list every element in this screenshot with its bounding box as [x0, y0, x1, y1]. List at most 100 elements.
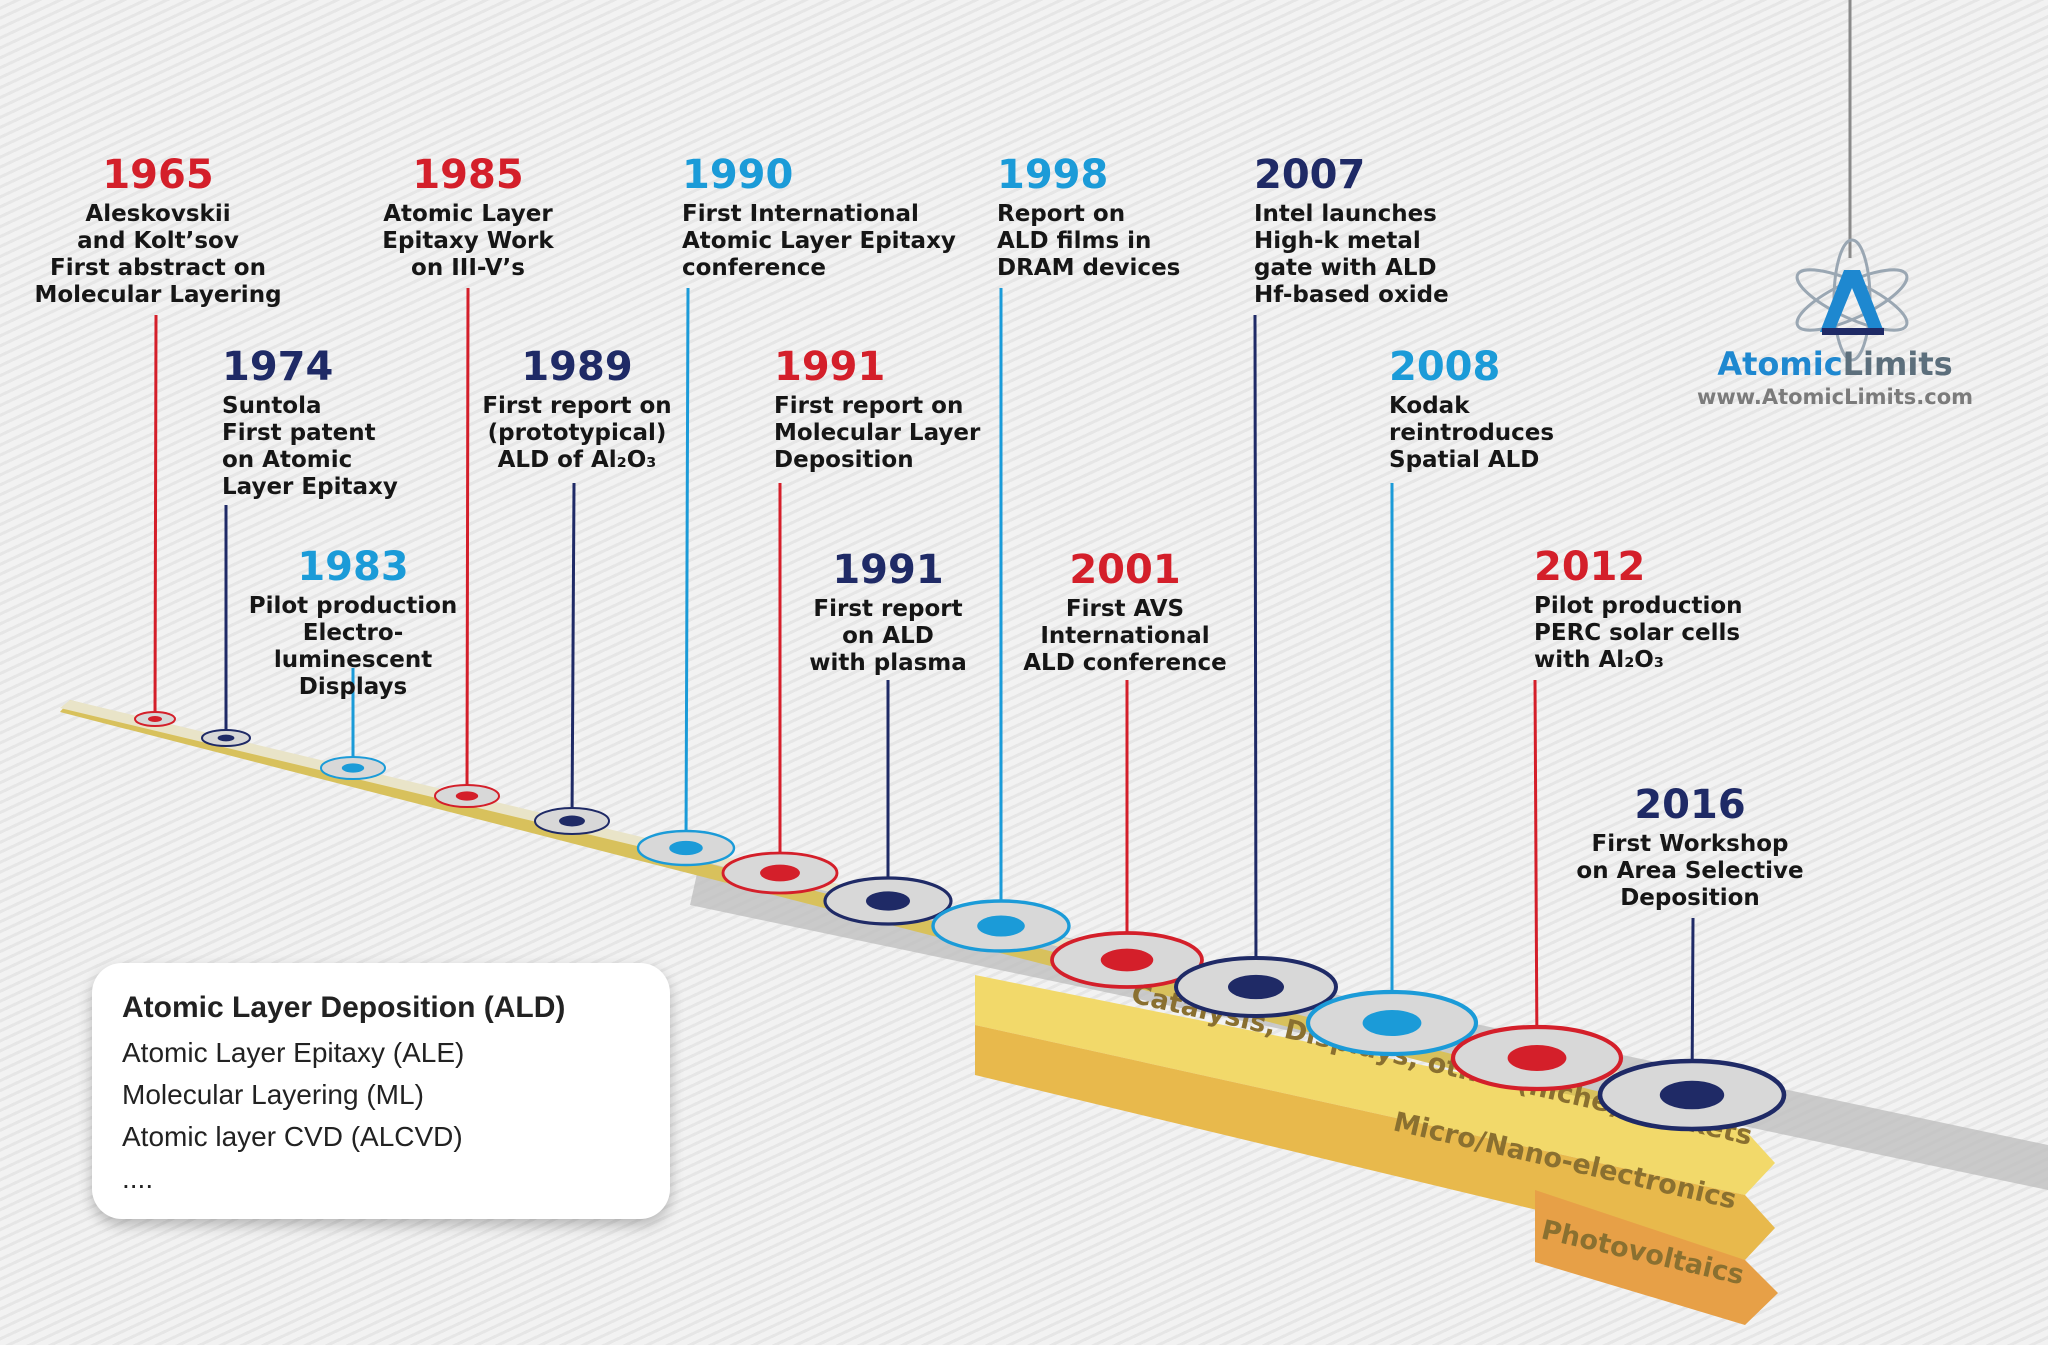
event-description-line: First patent [222, 420, 376, 446]
timeline-marker-1990 [636, 829, 736, 867]
event-year: 1991 [832, 547, 943, 593]
marker-dot [669, 840, 703, 856]
event-description-line: First abstract on [50, 255, 266, 281]
event-description-line: ALD of Al₂O₃ [498, 447, 657, 473]
timeline-marker-1991 [721, 851, 839, 895]
logo-name-part2: Limits [1842, 345, 1953, 383]
ald-legend-box: Atomic Layer Deposition (ALD) Atomic Lay… [92, 963, 670, 1219]
atomic-limits-logo: AtomicLimits www.AtomicLimits.com [1640, 250, 2030, 430]
event-year: 2012 [1534, 544, 1645, 590]
event-description-line: on III-V’s [411, 255, 525, 281]
timeline-marker-1991 [823, 876, 953, 926]
event-description-line: Deposition [1620, 885, 1760, 911]
event-description-line: with Al₂O₃ [1534, 647, 1664, 673]
legend-item: Molecular Layering (ML) [122, 1079, 424, 1110]
event-year: 1985 [412, 152, 523, 198]
event-description-line: Atomic Layer Epitaxy [682, 228, 956, 254]
event-description-line: Hf-based oxide [1254, 282, 1449, 308]
marker-dot [1507, 1044, 1567, 1072]
event-description-line: ALD conference [1023, 650, 1227, 676]
event-description-line: Layer Epitaxy [222, 474, 398, 500]
event-description-line: with plasma [809, 650, 967, 676]
event-description-line: Kodak [1389, 393, 1470, 419]
timeline-stem-1989 [570, 482, 576, 822]
event-description-line: on Area Selective [1576, 858, 1803, 884]
event-description-line: Report on [997, 201, 1125, 227]
marker-dot [977, 915, 1025, 937]
marker-dot [1659, 1080, 1725, 1110]
marker-dot [341, 763, 365, 773]
event-description-line: Displays [299, 674, 408, 700]
event-description-line: conference [682, 255, 826, 281]
event-description-line: Pilot production [1534, 593, 1743, 619]
event-description-line: and Kolt’sov [77, 228, 239, 254]
event-description-line: PERC solar cells [1534, 620, 1740, 646]
event-year: 2016 [1634, 782, 1745, 828]
event-description-line: Epitaxy Work [382, 228, 554, 254]
event-description-line: Molecular Layer [774, 420, 981, 446]
legend-title: Atomic Layer Deposition (ALD) [122, 991, 566, 1024]
legend-item: .... [122, 1163, 154, 1194]
event-year: 2007 [1254, 152, 1365, 198]
event-year: 1965 [102, 152, 213, 198]
event-description-line: First report on [482, 393, 671, 419]
marker-dot [455, 791, 479, 801]
event-description-line: First AVS [1066, 596, 1184, 622]
logo-name: AtomicLimits [1640, 345, 2030, 383]
timeline-stem-1990 [684, 287, 690, 849]
event-year: 1989 [521, 344, 632, 390]
application-band-photovoltaics [1535, 1190, 1778, 1325]
event-description-line: Spatial ALD [1389, 447, 1539, 473]
event-description-line: on Atomic [222, 447, 352, 473]
event-description-line: Intel launches [1254, 201, 1437, 227]
marker-dot [148, 716, 162, 722]
timeline-marker-2012 [1450, 1024, 1624, 1092]
marker-dot [559, 815, 585, 827]
timeline-marker-2001 [1050, 931, 1204, 989]
marker-dot [865, 891, 911, 911]
timeline-marker-1965 [134, 711, 176, 727]
logo-url: www.AtomicLimits.com [1696, 385, 1973, 409]
event-description-line: DRAM devices [997, 255, 1180, 281]
timeline-marker-1985 [434, 784, 500, 808]
event-description-line: luminescent [274, 647, 432, 673]
timeline-stem-2007 [1253, 314, 1258, 988]
marker-dot [1228, 974, 1284, 1000]
application-band-micro-nano-electronics [975, 1025, 1775, 1260]
event-description-line: Pilot production [249, 593, 458, 619]
event-description-line: gate with ALD [1254, 255, 1437, 281]
event-description-line: Suntola [222, 393, 322, 419]
event-year: 2008 [1389, 344, 1500, 390]
event-year: 1998 [997, 152, 1108, 198]
event-description-line: Electro- [303, 620, 404, 646]
event-description-line: reintroduces [1389, 420, 1554, 446]
marker-dot [760, 864, 800, 882]
event-description-line: (prototypical) [488, 420, 667, 446]
marker-dot [1362, 1009, 1422, 1037]
event-description-line: ALD films in [997, 228, 1151, 254]
event-description-line: Aleskovskii [85, 201, 230, 227]
event-year: 1974 [222, 344, 333, 390]
timeline-marker-2008 [1305, 989, 1479, 1057]
event-description-line: Molecular Layering [34, 282, 281, 308]
timeline-marker-1998 [931, 899, 1071, 953]
event-description-line: First Workshop [1592, 831, 1789, 857]
marker-dot [1100, 948, 1154, 972]
event-year: 2001 [1069, 547, 1180, 593]
event-description-line: First report on [774, 393, 963, 419]
event-description-line: International [1040, 623, 1209, 649]
timeline-marker-2007 [1174, 956, 1338, 1018]
timeline-marker-1974 [201, 729, 251, 747]
event-year: 1983 [297, 544, 408, 590]
atomic-limits-logo-icon [1795, 238, 1909, 362]
event-year: 1991 [774, 344, 885, 390]
timeline-marker-2016 [1597, 1058, 1787, 1132]
timeline-stem-2012 [1533, 679, 1539, 1059]
event-description-line: Atomic Layer [383, 201, 553, 227]
event-description-line: High-k metal [1254, 228, 1421, 254]
event-description-line: First International [682, 201, 919, 227]
timeline-stem-1985 [465, 287, 470, 797]
event-description-line: Deposition [774, 447, 914, 473]
legend-item: Atomic layer CVD (ALCVD) [122, 1121, 463, 1152]
